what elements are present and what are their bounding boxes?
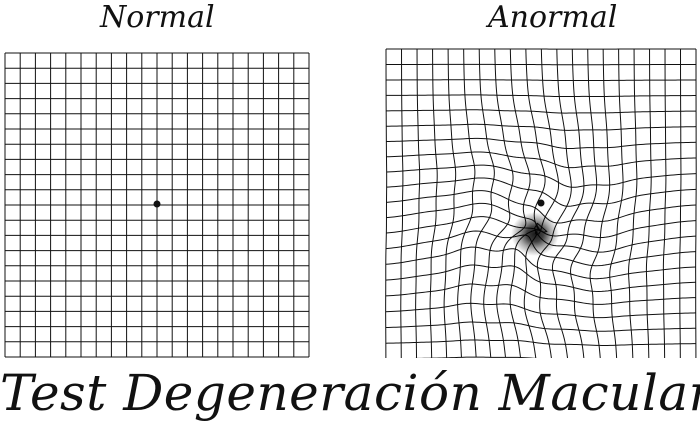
grid-line-horizontal (385, 264, 696, 292)
grid-line-horizontal (385, 321, 696, 332)
grid-line-vertical (695, 48, 697, 358)
grid-line-horizontal (386, 164, 697, 188)
grid-line-horizontal (385, 339, 696, 346)
grid-line-horizontal (386, 137, 697, 150)
test-title: Test Degeneración Macular (0, 364, 700, 422)
normal-amsler-grid (4, 52, 310, 358)
grid-line-horizontal (386, 79, 697, 81)
abnormal-amsler-grid (385, 48, 697, 358)
grid-line-horizontal (386, 109, 697, 114)
grid-line-horizontal (386, 123, 697, 131)
grid-line-horizontal (385, 246, 696, 280)
grid-line-horizontal (385, 283, 696, 305)
grid-line-horizontal (412, 356, 538, 358)
normal-label: Normal (100, 0, 215, 35)
grid-line-horizontal (386, 151, 697, 169)
grid-line-vertical (628, 49, 638, 358)
grid-line-horizontal (386, 94, 697, 98)
fixation-dot (537, 199, 545, 207)
abnormal-label: Anormal (488, 0, 618, 35)
fixation-dot (153, 200, 161, 208)
grid-line-horizontal (385, 302, 696, 319)
dark-spot (511, 212, 559, 256)
grid-line-horizontal (386, 177, 697, 207)
